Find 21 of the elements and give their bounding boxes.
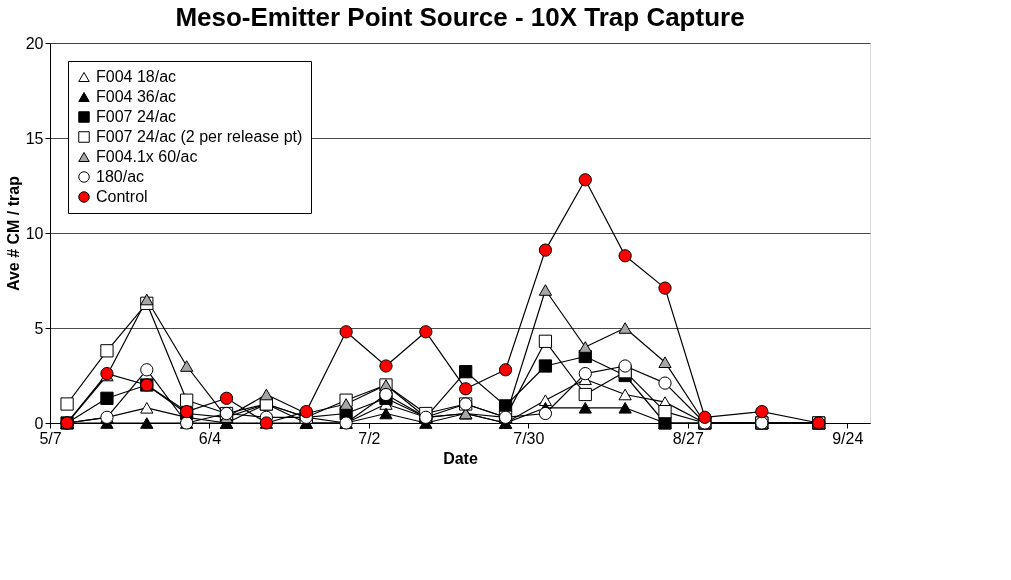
legend-label: F004.1x 60/ac	[96, 148, 198, 165]
x-tick-label: 9/24	[832, 429, 864, 447]
x-tick-label: 6/4	[198, 429, 222, 447]
legend-label: F004 18/ac	[96, 68, 177, 85]
legend-label: F004 36/ac	[96, 88, 177, 105]
y-tick-label: 5	[34, 319, 44, 337]
legend-label: F007 24/ac	[96, 108, 177, 125]
x-tick-label: 8/27	[672, 429, 704, 447]
y-tick-label: 15	[25, 129, 44, 147]
y-tick-label: 20	[25, 34, 44, 52]
legend-label: F007 24/ac (2 per release pt)	[96, 128, 303, 145]
chart-title: Meso-Emitter Point Source - 10X Trap Capture	[175, 2, 745, 32]
y-tick-label: 10	[25, 224, 44, 242]
x-tick-label: 7/30	[513, 429, 545, 447]
x-axis-title: Date	[443, 449, 478, 467]
x-tick-label: 7/2	[358, 429, 381, 447]
legend-label: 180/ac	[96, 168, 145, 185]
x-tick-label: 5/7	[39, 429, 62, 447]
y-axis-title: Ave # CM / trap	[4, 175, 22, 291]
y-tick-label: 0	[34, 414, 44, 432]
legend-label: Control	[96, 188, 148, 205]
